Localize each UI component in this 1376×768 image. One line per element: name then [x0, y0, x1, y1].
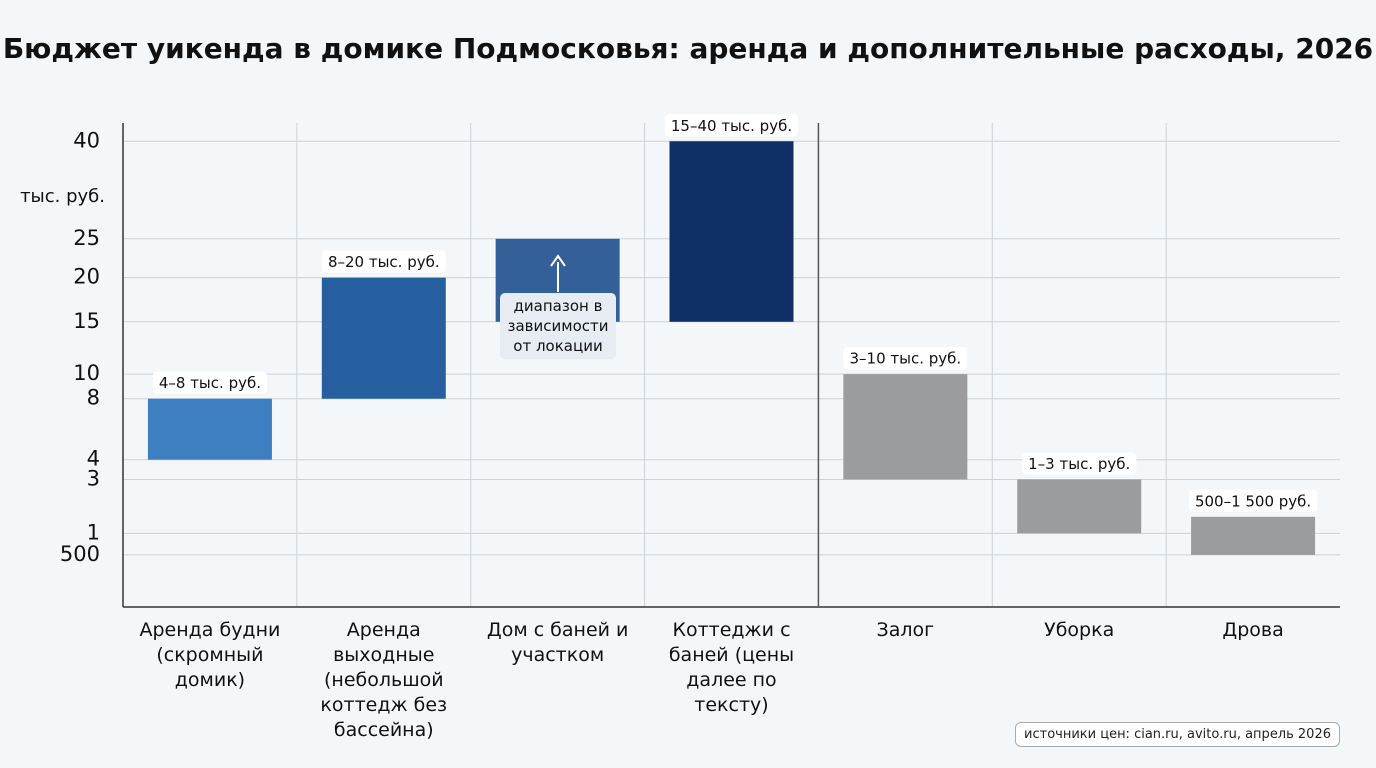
value-label-bg — [1022, 452, 1137, 475]
value-label: 500–1 500 руб. — [1195, 492, 1311, 510]
y-tick-label: 25 — [73, 226, 100, 250]
bar — [147, 398, 272, 460]
y-tick-label: 20 — [73, 265, 100, 289]
value-label-bg — [664, 114, 799, 137]
value-label-bg — [843, 347, 968, 370]
x-tick-label: Дом с баней и участком — [486, 619, 629, 666]
x-tick-label: Дрова — [1222, 619, 1284, 641]
value-label: 3–10 тыс. руб. — [850, 350, 962, 368]
source-note: источники цен: cian.ru, avito.ru, апрель… — [1015, 722, 1340, 747]
x-tick-label: Аренда будни (скромный домик) — [139, 619, 281, 691]
value-label: 1–3 тыс. руб. — [1028, 455, 1130, 473]
bar — [669, 141, 794, 322]
y-tick-label: 3 — [87, 466, 100, 490]
x-tick-label: Уборка — [1044, 619, 1115, 641]
y-tick-label: 4 — [87, 447, 100, 471]
y-tick-label: 8 — [87, 386, 100, 410]
y-tick-label: 40 — [73, 128, 100, 152]
bar — [1191, 516, 1316, 555]
bar — [1017, 479, 1142, 534]
annotation: диапазон в зависимости от локации — [500, 293, 616, 359]
y-tick-label: 15 — [73, 309, 100, 333]
annotation-arrowhead — [550, 254, 566, 267]
value-label: 8–20 тыс. руб. — [328, 253, 440, 271]
value-label: 15–40 тыс. руб. — [671, 117, 792, 135]
bar — [843, 374, 968, 480]
y-tick-label: 10 — [73, 361, 100, 385]
bar — [321, 277, 446, 399]
value-label-bg — [152, 371, 267, 394]
value-label-bg — [1188, 489, 1318, 512]
chart-title: Бюджет уикенда в домике Подмосковья: аре… — [2, 32, 1374, 65]
y-tick-label: 500 — [60, 542, 100, 566]
y-axis-label: тыс. руб. — [20, 186, 105, 207]
x-tick-label: Коттеджи с баней (цены далее по тексту) — [668, 619, 795, 716]
value-label-bg — [321, 250, 446, 273]
value-label: 4–8 тыс. руб. — [159, 374, 261, 392]
y-tick-label: 1 — [87, 520, 100, 544]
x-tick-label: Залог — [876, 619, 935, 641]
x-tick-label: Аренда выходные (небольшой коттедж без б… — [320, 619, 448, 741]
